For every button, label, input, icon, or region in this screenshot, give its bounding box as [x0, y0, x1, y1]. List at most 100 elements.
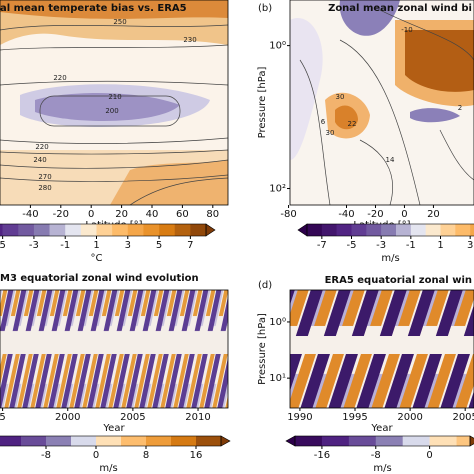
contour-label: 240: [33, 156, 46, 164]
colorbar-tick-label: 7: [187, 240, 193, 251]
contour-label: 220: [53, 74, 66, 82]
colorbar-bin: [307, 224, 323, 236]
colorbar-tick-label: -8: [41, 450, 51, 461]
contour-label: 30: [336, 93, 345, 101]
field-a: [0, 0, 228, 205]
colorbar-bin: [0, 436, 22, 446]
frame: [0, 0, 229, 206]
contour-label: 270: [38, 173, 51, 181]
field-d: [290, 290, 474, 408]
colorbar-bin: [171, 436, 197, 446]
colorbar-bin: [321, 436, 350, 446]
colorbar-tick-label: -3: [376, 240, 386, 251]
colorbar-tick-label: -3: [29, 240, 39, 251]
contour-label: 22: [348, 120, 357, 128]
contour-label: 210: [108, 93, 121, 101]
colorbar-bin: [455, 224, 471, 236]
y-tick-label: 10²: [269, 184, 286, 195]
contour-label: 250: [113, 18, 126, 26]
field-c: [0, 290, 228, 408]
contour-label: 2: [458, 104, 462, 112]
contour-label: 30: [326, 129, 335, 137]
colorbar-bin: [71, 436, 97, 446]
x-tick-label: 1995: [342, 412, 367, 423]
y-tick-label: 10⁰: [269, 317, 286, 328]
colorbar-bin: [146, 436, 172, 446]
colorbar-extend: [297, 223, 308, 237]
colorbar-label: m/s: [373, 463, 391, 474]
x-tick-label: -80: [280, 209, 296, 220]
colorbar-bin: [65, 224, 82, 236]
x-tick-label: 2010: [185, 412, 210, 423]
contour-label: 280: [38, 184, 51, 192]
colorbar-bin: [366, 224, 382, 236]
colorbar-bin: [381, 224, 397, 236]
colorbar-bin: [375, 436, 403, 446]
colorbar-bin: [0, 224, 3, 236]
colorbar-bin: [396, 224, 412, 236]
colorbar-bin: [159, 224, 176, 236]
colorbar-tick-label: 16: [190, 450, 203, 461]
colorbar-tick-label: -7: [317, 240, 327, 251]
colorbar-bin: [470, 224, 474, 236]
colorbar-bin: [196, 436, 222, 446]
field-b: [290, 0, 474, 205]
colorbar-bin: [440, 224, 456, 236]
colorbar-bin: [112, 224, 129, 236]
colorbar-extend: [205, 223, 216, 237]
panel-label: (d): [258, 280, 272, 291]
contour-label: 230: [183, 36, 196, 44]
colorbar-bin: [80, 224, 97, 236]
panel-label: (b): [258, 3, 272, 14]
colorbar-bin: [46, 436, 72, 446]
x-tick-label: -20: [53, 209, 69, 220]
colorbar-bin: [321, 224, 337, 236]
colorbar-bin: [49, 224, 66, 236]
colorbar-tick-label: 1: [437, 240, 443, 251]
x-tick-label: 40: [146, 209, 159, 220]
x-tick-label: -40: [22, 209, 38, 220]
x-tick-label: 60: [176, 209, 189, 220]
colorbar-tick-label: -5: [347, 240, 357, 251]
colorbar-extend: [220, 435, 231, 447]
colorbar-bin: [336, 224, 352, 236]
colorbar-bin: [18, 224, 35, 236]
x-tick-label: 80: [206, 209, 219, 220]
colorbar-extend: [285, 435, 296, 447]
x-tick-label: 20: [427, 209, 440, 220]
colorbar-bin: [174, 224, 191, 236]
panel-title: al mean temperate bias vs. ERA5: [0, 3, 187, 14]
colorbar-tick-label: -16: [314, 450, 330, 461]
colorbar-bin: [425, 224, 441, 236]
colorbar-bin: [410, 224, 426, 236]
colorbar-tick-label: 8: [143, 450, 149, 461]
x-tick-label: 2000: [55, 412, 80, 423]
colorbar-label: °C: [91, 253, 103, 264]
x-tick-label: 0: [88, 209, 94, 220]
x-tick-label: 2000: [397, 412, 422, 423]
colorbar-label: m/s: [381, 253, 399, 264]
colorbar-bin: [402, 436, 430, 446]
colorbar-tick-label: -8: [371, 450, 381, 461]
colorbar-tick-label: -1: [60, 240, 70, 251]
colorbar-frame: [306, 223, 474, 237]
y-tick-label: 10⁰: [269, 41, 286, 52]
colorbar-bin: [96, 224, 113, 236]
x-tick-label: 5: [0, 412, 6, 423]
colorbar-bin: [351, 224, 367, 236]
colorbar-bin: [2, 224, 19, 236]
x-tick-label: 20: [115, 209, 128, 220]
y-axis-label: Pressure [hPa]: [257, 313, 268, 385]
contour-label: 14: [386, 156, 395, 164]
colorbar-tick-label: 5: [0, 240, 6, 251]
frame: [289, 0, 474, 206]
colorbar-bin: [33, 224, 50, 236]
panel-title: ERA5 equatorial zonal win: [325, 275, 472, 286]
colorbar-tick-label: 0: [426, 450, 432, 461]
y-axis-label: Pressure [hPa]: [257, 67, 268, 139]
colorbar-bin: [295, 436, 323, 446]
colorbar-bin: [96, 436, 122, 446]
colorbar-bin: [143, 224, 160, 236]
panel-title: Zonal mean zonal wind bi: [328, 3, 472, 14]
